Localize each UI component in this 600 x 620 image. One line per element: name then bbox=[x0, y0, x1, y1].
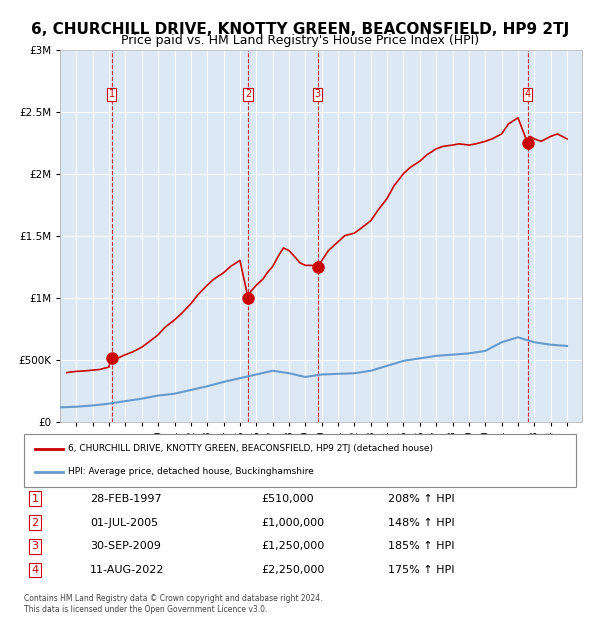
Text: £1,000,000: £1,000,000 bbox=[262, 518, 325, 528]
Text: 148% ↑ HPI: 148% ↑ HPI bbox=[388, 518, 455, 528]
Text: Contains HM Land Registry data © Crown copyright and database right 2024.
This d: Contains HM Land Registry data © Crown c… bbox=[24, 595, 323, 614]
Text: Price paid vs. HM Land Registry's House Price Index (HPI): Price paid vs. HM Land Registry's House … bbox=[121, 34, 479, 47]
Text: 4: 4 bbox=[525, 89, 531, 99]
Text: £510,000: £510,000 bbox=[262, 494, 314, 503]
Text: 11-AUG-2022: 11-AUG-2022 bbox=[90, 565, 165, 575]
Text: 3: 3 bbox=[314, 89, 320, 99]
Text: 175% ↑ HPI: 175% ↑ HPI bbox=[388, 565, 455, 575]
Text: 2: 2 bbox=[31, 518, 38, 528]
FancyBboxPatch shape bbox=[24, 434, 576, 487]
Text: £1,250,000: £1,250,000 bbox=[262, 541, 325, 551]
Text: HPI: Average price, detached house, Buckinghamshire: HPI: Average price, detached house, Buck… bbox=[68, 467, 314, 476]
Text: 4: 4 bbox=[31, 565, 38, 575]
Text: 6, CHURCHILL DRIVE, KNOTTY GREEN, BEACONSFIELD, HP9 2TJ: 6, CHURCHILL DRIVE, KNOTTY GREEN, BEACON… bbox=[31, 22, 569, 37]
Text: 01-JUL-2005: 01-JUL-2005 bbox=[90, 518, 158, 528]
Text: £2,250,000: £2,250,000 bbox=[262, 565, 325, 575]
Text: 185% ↑ HPI: 185% ↑ HPI bbox=[388, 541, 455, 551]
Text: 1: 1 bbox=[32, 494, 38, 503]
Text: 2: 2 bbox=[245, 89, 251, 99]
Text: 6, CHURCHILL DRIVE, KNOTTY GREEN, BEACONSFIELD, HP9 2TJ (detached house): 6, CHURCHILL DRIVE, KNOTTY GREEN, BEACON… bbox=[68, 445, 433, 453]
Text: 1: 1 bbox=[109, 89, 115, 99]
Text: 30-SEP-2009: 30-SEP-2009 bbox=[90, 541, 161, 551]
Text: 208% ↑ HPI: 208% ↑ HPI bbox=[388, 494, 455, 503]
Text: 3: 3 bbox=[32, 541, 38, 551]
Text: 28-FEB-1997: 28-FEB-1997 bbox=[90, 494, 162, 503]
